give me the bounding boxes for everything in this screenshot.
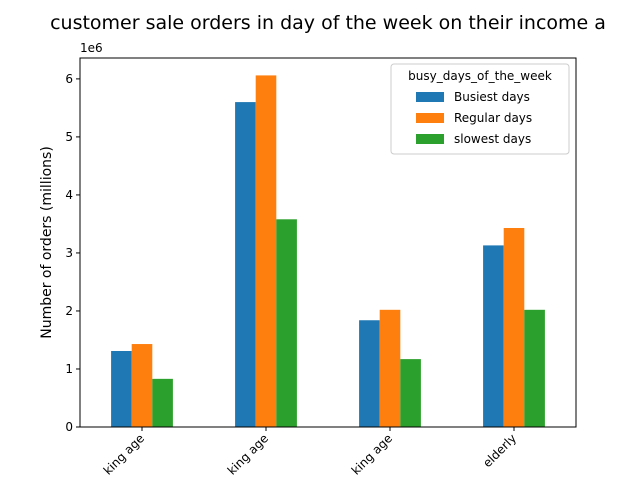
bar-busiest-days-3 xyxy=(483,245,504,427)
y-tick-label-2: 2 xyxy=(65,304,73,318)
legend-title: busy_days_of_the_week xyxy=(408,69,552,83)
x-tick-label-1: king age xyxy=(225,431,271,477)
bar-slowest-days-3 xyxy=(524,309,545,427)
chart-title: customer sale orders in day of the week … xyxy=(50,12,606,34)
plot-frame xyxy=(79,57,577,428)
bar-regular-days-2 xyxy=(379,309,401,427)
x-tick-label-2: king age xyxy=(349,431,395,477)
y-scale-label: 1e6 xyxy=(80,41,103,55)
bar-slowest-days-2 xyxy=(400,359,421,427)
legend-box xyxy=(390,63,570,155)
y-tick-label-5: 5 xyxy=(65,130,73,144)
legend-entry-2: slowest days xyxy=(454,132,531,146)
bar-regular-days-0 xyxy=(131,344,153,427)
bar-slowest-days-1 xyxy=(276,219,297,427)
bar-regular-days-3 xyxy=(503,227,525,427)
legend-swatch-1 xyxy=(416,113,444,123)
y-tick-label-1: 1 xyxy=(65,362,73,376)
y-tick-label-3: 3 xyxy=(65,246,73,260)
y-axis-label: Number of orders (millions) xyxy=(39,146,55,339)
bars-group xyxy=(111,75,545,428)
legend-swatch-2 xyxy=(416,134,444,144)
bar-slowest-days-0 xyxy=(152,378,173,427)
y-tick-label-6: 6 xyxy=(65,72,73,86)
legend-entry-0: Busiest days xyxy=(454,90,530,104)
legend-swatch-0 xyxy=(416,92,444,102)
x-tick-label-0: king age xyxy=(101,431,147,477)
bar-busiest-days-2 xyxy=(359,320,380,427)
bar-busiest-days-0 xyxy=(111,350,132,427)
x-tick-label-3: elderly xyxy=(480,431,519,470)
y-tick-label-0: 0 xyxy=(65,420,73,434)
legend: busy_days_of_the_week Busiest days Regular… xyxy=(390,63,570,155)
bar-regular-days-1 xyxy=(255,75,277,427)
bar-busiest-days-1 xyxy=(235,102,256,428)
y-tick-label-4: 4 xyxy=(65,188,73,202)
legend-entry-1: Regular days xyxy=(454,111,532,125)
